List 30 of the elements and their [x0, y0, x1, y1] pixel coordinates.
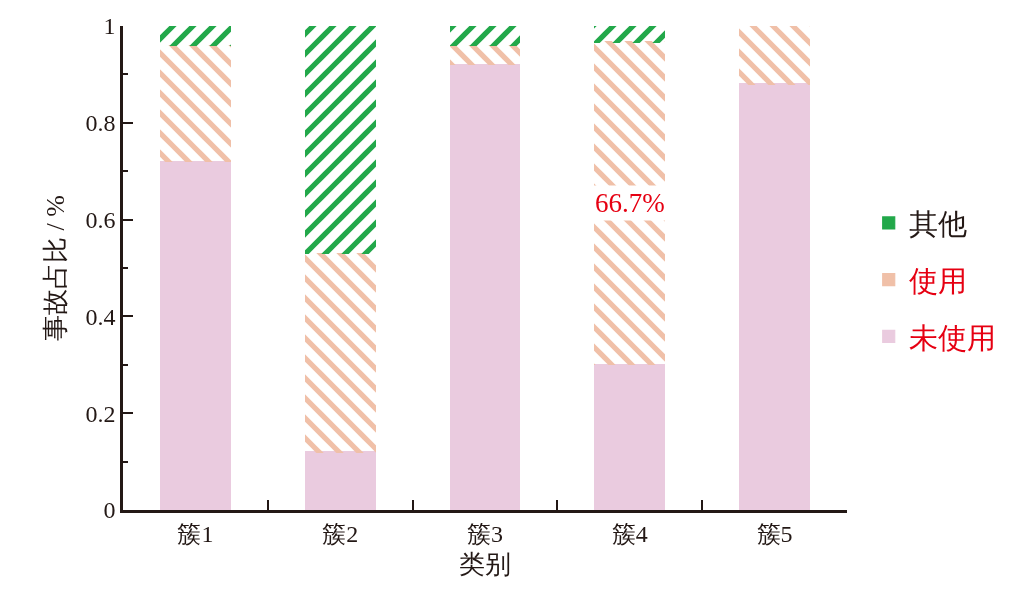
bar	[449, 26, 521, 46]
bar	[304, 451, 376, 510]
legend-label: 其他	[908, 208, 967, 241]
bar	[160, 26, 231, 46]
x-tick-label: 簇3	[467, 520, 503, 547]
y-axis-title: 事故占比 / %	[40, 195, 70, 341]
x-tick-label: 簇4	[611, 520, 648, 547]
bar	[739, 26, 810, 85]
x-tick-label: 簇1	[177, 520, 214, 547]
y-tick-label: 0.8	[85, 110, 116, 137]
bar	[160, 160, 231, 510]
bar	[449, 64, 521, 510]
x-tick-label: 簇5	[756, 520, 793, 547]
y-tick-label: 0.6	[85, 207, 116, 233]
bar	[304, 252, 376, 453]
annotation: 66.7%	[595, 188, 665, 218]
y-tick-label: 0.2	[85, 400, 116, 427]
y-tick-label: 1	[103, 13, 116, 40]
bar	[449, 44, 521, 66]
bar	[160, 44, 231, 163]
bar	[304, 26, 376, 255]
bar	[739, 83, 810, 510]
y-tick-label: 0.4	[85, 303, 116, 330]
bar	[594, 26, 666, 43]
legend-label: 未使用	[908, 321, 996, 354]
legend-label: 使用	[908, 264, 967, 297]
x-axis-title: 类别	[459, 550, 511, 580]
x-tick-label: 簇2	[322, 520, 359, 547]
bar	[594, 364, 666, 510]
y-tick-label: 0	[103, 497, 116, 524]
